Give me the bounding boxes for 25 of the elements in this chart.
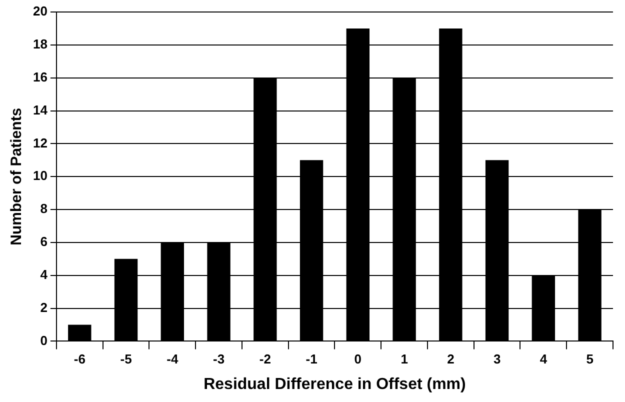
x-tick-label: 5 [586, 352, 594, 367]
x-tick-label: -3 [213, 352, 225, 367]
y-tick-label: 6 [40, 234, 48, 250]
y-tick-label: 10 [32, 168, 48, 184]
x-tick-label: 1 [400, 352, 408, 367]
x-tick-label: -1 [306, 352, 318, 367]
y-tick-label: 16 [32, 69, 48, 84]
x-tick-label: -4 [166, 352, 179, 367]
y-tick-label: 12 [32, 135, 48, 150]
x-tick-label: 0 [354, 352, 362, 367]
x-tick-label: 2 [447, 352, 454, 367]
x-tick-label: -5 [120, 352, 132, 367]
y-tick-label: 18 [32, 36, 48, 52]
y-axis-title: Number of Patients [8, 108, 26, 246]
y-tick-label: 20 [32, 4, 48, 19]
y-tick-label: 0 [40, 332, 48, 348]
y-tick-label: 8 [40, 201, 48, 216]
x-tick-label: 4 [540, 352, 548, 367]
x-tick-label: -6 [74, 352, 86, 367]
x-axis-title: Residual Difference in Offset (mm) [204, 376, 466, 393]
x-tick-label: 3 [493, 352, 501, 367]
y-tick-label: 4 [40, 266, 48, 282]
y-tick-label: 2 [40, 300, 48, 315]
x-tick-label: -2 [259, 352, 271, 367]
y-tick-label: 14 [32, 102, 48, 118]
